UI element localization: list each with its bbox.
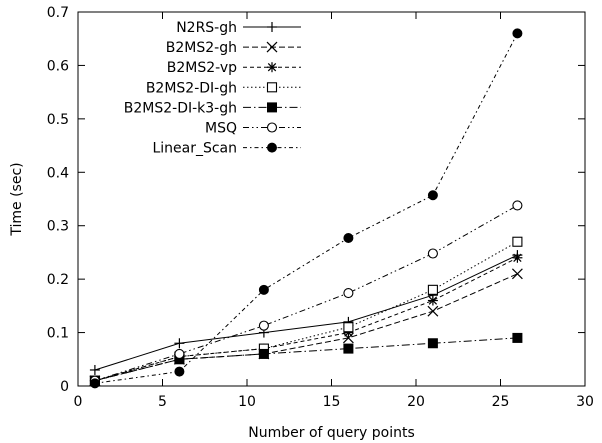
x-tick-label: 25 <box>492 394 510 410</box>
data-point <box>343 322 354 333</box>
x-tick-label: 20 <box>407 394 425 410</box>
legend-label: B2MS2-vp <box>167 60 237 76</box>
legend-marker <box>266 122 278 133</box>
series-line <box>94 257 518 382</box>
y-tick-label: 0.1 <box>47 326 69 342</box>
legend-item: B2MS2-vp <box>167 60 301 76</box>
data-point <box>512 200 523 211</box>
data-point <box>511 268 523 280</box>
legend-marker <box>267 62 277 73</box>
legend-label: N2RS-gh <box>176 20 237 36</box>
data-point <box>427 305 439 317</box>
data-point <box>89 378 100 389</box>
y-tick-label: 0.3 <box>47 219 69 235</box>
y-tick-label: 0.6 <box>47 58 69 74</box>
legend: N2RS-gh B2MS2-gh B2MS2-vp B2MS2-DI-gh B2MS2-… <box>124 20 301 157</box>
y-tick-label: 0.4 <box>47 165 69 181</box>
legend-marker <box>266 41 278 53</box>
legend-label: Linear_Scan <box>152 141 237 157</box>
series-line <box>94 337 518 382</box>
data-point <box>258 320 269 331</box>
series-Linear_Scan <box>89 28 523 389</box>
legend-label: B2MS2-gh <box>166 40 237 56</box>
data-point <box>512 332 523 343</box>
y-tick-label: 0.2 <box>47 272 69 288</box>
data-point <box>427 284 438 295</box>
series-B2MS2-DI-gh <box>89 236 523 386</box>
x-tick-label: 0 <box>74 394 83 410</box>
data-point <box>512 28 523 39</box>
series-line <box>94 254 518 371</box>
data-point <box>343 287 354 299</box>
series-layer <box>89 28 523 389</box>
legend-marker <box>267 102 277 113</box>
data-point <box>174 348 185 359</box>
y-tick-label: 0 <box>60 379 69 395</box>
series-line <box>94 273 518 382</box>
y-tick-label: 0.7 <box>47 5 69 21</box>
data-point <box>427 338 438 349</box>
plot-frame <box>77 11 586 387</box>
series-N2RS-gh <box>89 250 523 375</box>
x-tick-label: 10 <box>238 394 256 410</box>
data-point <box>258 284 269 295</box>
legend-label: B2MS2-DI-gh <box>146 80 237 96</box>
legend-item: B2MS2-DI-gh <box>146 80 301 96</box>
series-B2MS2-DI-k3-gh <box>89 332 523 386</box>
data-point <box>343 233 354 244</box>
series-line <box>94 33 518 384</box>
series-MSQ <box>89 200 523 386</box>
data-point <box>427 190 438 201</box>
legend-item: Linear_Scan <box>152 141 301 157</box>
data-point <box>342 332 354 344</box>
data-point <box>512 236 523 247</box>
y-tick-label: 0.5 <box>47 112 69 128</box>
legend-label: B2MS2-DI-k3-gh <box>124 100 237 116</box>
legend-item: B2MS2-DI-k3-gh <box>124 100 301 116</box>
data-point <box>512 252 523 263</box>
y-axis-label: Time (sec) <box>9 162 25 236</box>
legend-marker <box>267 22 277 32</box>
data-point <box>89 364 100 375</box>
data-point <box>258 348 269 359</box>
legend-marker <box>267 142 277 153</box>
legend-item: B2MS2-gh <box>166 40 301 56</box>
legend-marker <box>266 82 278 93</box>
legend-item: MSQ <box>205 121 301 137</box>
legend-label: MSQ <box>205 121 237 137</box>
x-tick-label: 5 <box>158 394 167 410</box>
data-point <box>343 343 354 354</box>
series-B2MS2-vp <box>89 252 523 386</box>
data-point <box>174 338 185 349</box>
data-point <box>427 295 438 306</box>
series-line <box>94 241 518 382</box>
legend-item: N2RS-gh <box>176 20 301 36</box>
x-tick-label: 30 <box>576 394 594 410</box>
series-line <box>94 204 518 382</box>
data-point <box>174 366 185 377</box>
axis-ticks: 0 5 10 15 20 25 30 0 0.1 0.2 0.3 0.4 0.5 0.6 0.7 <box>47 5 594 410</box>
x-axis-label: Number of query points <box>248 425 415 441</box>
data-point <box>427 248 438 259</box>
x-tick-label: 15 <box>323 394 341 410</box>
